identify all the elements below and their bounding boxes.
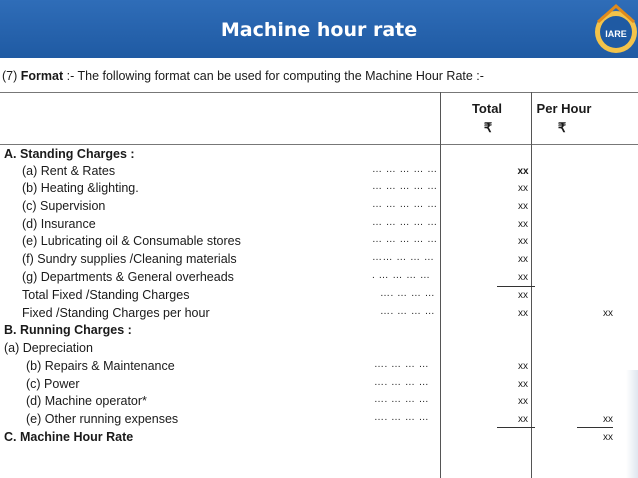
row-label: (g) Departments & General overheads xyxy=(22,270,234,284)
table-row: (a) Rent & Rates … … … … … xx xyxy=(0,164,638,182)
table-row: (f) Sundry supplies /Cleaning materials … xyxy=(0,252,638,270)
row-label: (e) Lubricating oil & Consumable stores xyxy=(22,234,241,248)
total-column-header: Total xyxy=(471,101,503,116)
intro-prefix: (7) xyxy=(2,69,21,83)
row-dots: …. … … … xyxy=(374,359,430,370)
row-label: (d) Machine operator* xyxy=(26,394,147,408)
row-dots: …. … … … xyxy=(380,306,436,317)
row-label: (f) Sundry supplies /Cleaning materials xyxy=(22,252,237,266)
row-label: (a) Depreciation xyxy=(4,341,93,355)
row-total: xx xyxy=(518,183,528,194)
total-column-right-rule xyxy=(531,92,532,478)
row-total: xx xyxy=(518,290,528,301)
row-label: (c) Supervision xyxy=(22,199,106,213)
table-row: (b) Heating &lighting. … … … … … xx xyxy=(0,181,638,199)
table-row: (b) Repairs & Maintenance …. … … … xx xyxy=(0,359,638,377)
running-total-rule xyxy=(497,427,535,428)
row-total: xx xyxy=(518,254,528,265)
row-per-hour: xx xyxy=(603,432,613,443)
table-row: (e) Other running expenses …. … … … xx x… xyxy=(0,412,638,430)
row-label: Fixed /Standing Charges per hour xyxy=(22,306,210,320)
slide-title: Machine hour rate xyxy=(220,19,418,41)
iare-logo: IARE xyxy=(595,3,637,53)
row-dots: … … … … … xyxy=(372,234,438,245)
per-hour-column-header: Per Hour xyxy=(536,101,592,116)
table-row: Fixed /Standing Charges per hour …. … … … xyxy=(0,306,638,324)
row-label: (d) Insurance xyxy=(22,217,96,231)
row-dots: …… … … … xyxy=(372,252,435,263)
table-row: Total Fixed /Standing Charges …. … … … x… xyxy=(0,288,638,306)
row-label: (a) Rent & Rates xyxy=(22,164,116,178)
row-label: Total Fixed /Standing Charges xyxy=(22,288,190,302)
table-row: C. Machine Hour Rate xx xyxy=(0,430,638,448)
row-dots: … … … … … xyxy=(372,181,438,192)
row-dots: … … … … … xyxy=(372,199,438,210)
row-label: B. Running Charges : xyxy=(4,323,132,337)
row-label: (b) Repairs & Maintenance xyxy=(26,359,175,373)
row-dots: . … … … … xyxy=(372,270,431,281)
per-hour-currency-symbol: ₹ xyxy=(557,120,567,135)
row-total: xx xyxy=(518,219,528,230)
row-dots: … … … … … xyxy=(372,217,438,228)
table-row: (d) Machine operator* …. … … … xx xyxy=(0,394,638,412)
row-total: xx xyxy=(518,396,528,407)
table-row: (d) Insurance … … … … … xx xyxy=(0,217,638,235)
row-dots: …. … … … xyxy=(380,288,436,299)
subtotal-rule xyxy=(497,286,535,287)
row-total: xx xyxy=(518,379,528,390)
header-bottom-rule xyxy=(0,144,638,145)
row-dots: …. … … … xyxy=(374,377,430,388)
row-total: xx xyxy=(518,201,528,212)
total-currency-symbol: ₹ xyxy=(483,120,493,135)
table-row: (g) Departments & General overheads . … … xyxy=(0,270,638,288)
table-top-rule xyxy=(0,92,638,93)
row-label: C. Machine Hour Rate xyxy=(4,430,134,444)
row-label: (c) Power xyxy=(26,377,80,391)
row-per-hour: xx xyxy=(603,414,613,425)
format-intro: (7) Format :- The following format can b… xyxy=(2,69,484,83)
row-total: xx xyxy=(518,236,528,247)
table-row: (c) Supervision … … … … … xx xyxy=(0,199,638,217)
total-column-left-rule xyxy=(440,92,441,478)
svg-text:IARE: IARE xyxy=(605,29,627,39)
slide-header: Machine hour rate IARE xyxy=(0,0,638,58)
row-dots: … … … … … xyxy=(372,164,438,175)
row-dots: …. … … … xyxy=(374,412,430,423)
table-row: (a) Depreciation xyxy=(0,341,638,359)
row-per-hour: xx xyxy=(603,308,613,319)
table-row: (c) Power …. … … … xx xyxy=(0,377,638,395)
table-row: (e) Lubricating oil & Consumable stores … xyxy=(0,234,638,252)
table-row: A. Standing Charges : xyxy=(0,147,638,165)
row-total: xx xyxy=(518,308,528,319)
row-label: (e) Other running expenses xyxy=(26,412,179,426)
intro-text: :- The following format can be used for … xyxy=(63,69,484,83)
row-total: xx xyxy=(518,272,528,283)
row-total: xx xyxy=(518,414,528,425)
row-dots: …. … … … xyxy=(374,394,430,405)
row-total: xx xyxy=(518,361,528,372)
row-total: xx xyxy=(517,166,529,177)
intro-format-label: Format xyxy=(20,69,64,83)
row-label: (b) Heating &lighting. xyxy=(22,181,139,195)
row-label: A. Standing Charges : xyxy=(4,147,135,161)
per-hour-total-rule xyxy=(577,427,613,428)
table-row: B. Running Charges : xyxy=(0,323,638,341)
slide-edge-shadow xyxy=(626,370,638,478)
